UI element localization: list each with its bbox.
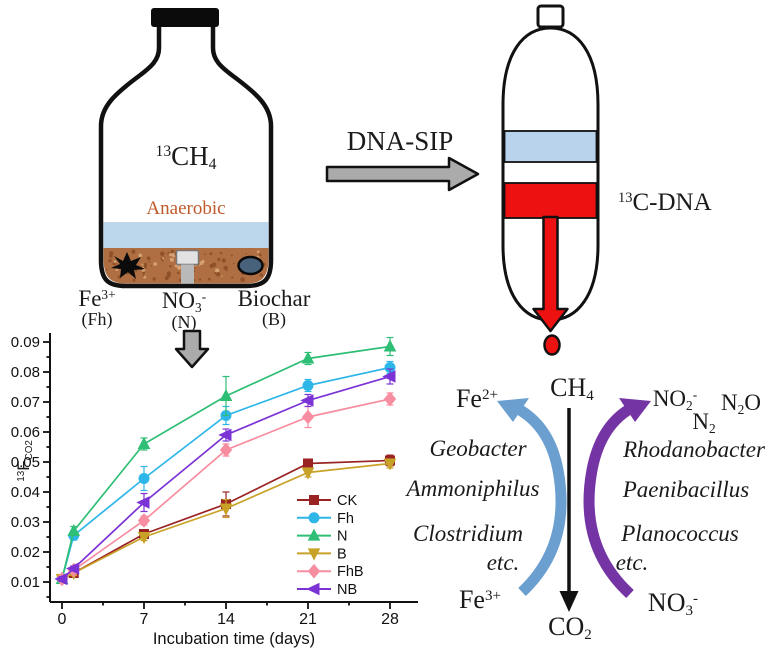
svg-text:0.08: 0.08 xyxy=(11,364,40,381)
legend-label-CK: CK xyxy=(337,493,357,509)
nitrate-stopper-stem xyxy=(181,264,194,284)
microbe-etc-right: etc. xyxy=(615,550,649,575)
svg-text:0.04: 0.04 xyxy=(11,484,40,501)
dna-sip-label: DNA-SIP xyxy=(346,126,454,156)
chart-legend: CK Fh NB FhB NB xyxy=(297,493,364,598)
chart-y-axis-title: 13FCO2 xyxy=(14,440,35,482)
microbe-planococcus: Planococcus xyxy=(621,521,739,546)
pathway-arrows xyxy=(497,398,651,612)
legend-label-Fh: Fh xyxy=(337,511,354,527)
bottle-outline xyxy=(98,27,274,289)
svg-text:0.01: 0.01 xyxy=(11,574,40,591)
microbe-etc-left: etc. xyxy=(486,550,520,575)
bottle-gas-label: 13CH4 xyxy=(155,141,217,174)
iron-reduction-arrow xyxy=(516,405,567,597)
chart-series-N xyxy=(55,336,397,584)
microbe-rhodanobacter: Rhodanobacter xyxy=(623,437,765,462)
down-arrow-icon xyxy=(174,329,210,369)
chart-tick-labels: 0.01 0.02 0.03 0.04 0.05 0.06 0.07 0.08 0.09 0 7 14… xyxy=(11,334,399,628)
bottle-cap xyxy=(151,8,219,27)
amendment-biochar-abbr: (B) xyxy=(262,309,286,329)
extraction-arrow-icon xyxy=(532,215,569,333)
amendment-fe-label: Fe3+ xyxy=(78,286,116,311)
nitrate-reduction-arrow xyxy=(583,405,634,599)
legend-label-FhB: FhB xyxy=(337,564,364,580)
svg-text:0.09: 0.09 xyxy=(11,334,40,351)
fe3-label: Fe3+ xyxy=(458,585,502,614)
tube-cap xyxy=(536,4,565,29)
methane-label: CH4 xyxy=(550,373,594,405)
nitrate-stopper-icon xyxy=(175,249,200,266)
amendment-biochar-label: Biochar xyxy=(237,286,311,311)
heavy-dna-band xyxy=(503,182,598,219)
legend-label-B: B xyxy=(337,546,347,562)
amendment-no3-abbr: (N) xyxy=(171,312,197,332)
svg-text:0.07: 0.07 xyxy=(11,394,40,411)
microbe-paenibacillus: Paenibacillus xyxy=(622,477,750,502)
svg-text:0: 0 xyxy=(58,611,67,628)
water-layer xyxy=(103,222,269,248)
centrifuge-tube xyxy=(501,4,600,356)
co2-label: CO2 xyxy=(548,612,592,644)
legend-label-N: N xyxy=(337,529,347,545)
fe2-label: Fe2+ xyxy=(455,384,499,413)
no2-label: NO2- xyxy=(652,386,698,413)
light-dna-band xyxy=(503,130,598,163)
microbe-geobacter: Geobacter xyxy=(429,436,527,461)
ferrihydrite-splat-icon xyxy=(111,252,145,279)
svg-text:21: 21 xyxy=(299,611,317,628)
iron-reduction-arrowhead xyxy=(497,398,529,422)
chart-series-NB xyxy=(54,368,396,586)
svg-text:0.06: 0.06 xyxy=(11,424,40,441)
n2o-label: N2O xyxy=(721,390,761,417)
microbe-clostridium: Clostridium xyxy=(413,521,523,546)
microbe-ammoniphilus: Ammoniphilus xyxy=(406,476,540,501)
svg-text:0.05: 0.05 xyxy=(11,454,40,471)
tube-outline xyxy=(501,26,600,322)
anaerobic-label: Anaerobic xyxy=(146,198,226,219)
svg-text:7: 7 xyxy=(140,611,149,628)
legend-label-NB: NB xyxy=(337,582,357,598)
chart-x-axis-title: Incubation time (days) xyxy=(153,630,315,648)
f13co2-chart: 0.01 0.02 0.03 0.04 0.05 0.06 0.07 0.08 0.09 0 7 14… xyxy=(11,333,418,648)
amendment-no3-label: NO3- xyxy=(161,288,207,315)
incubation-bottle xyxy=(98,8,274,289)
svg-text:14: 14 xyxy=(217,611,235,628)
dna-sip-arrow-icon xyxy=(325,156,480,192)
chart-axes xyxy=(49,333,418,603)
chart-ticks xyxy=(43,341,391,609)
n2-label: N2 xyxy=(692,409,716,436)
svg-text:0.02: 0.02 xyxy=(11,544,40,561)
biochar-particle-icon xyxy=(237,255,264,276)
dna-droplet-icon xyxy=(543,334,561,356)
c13-dna-label: 13C-DNA xyxy=(618,189,712,216)
svg-text:28: 28 xyxy=(381,611,399,628)
methane-oxidation-arrowhead xyxy=(559,591,579,612)
svg-text:0.03: 0.03 xyxy=(11,514,40,531)
nitrate-reduction-arrowhead xyxy=(619,398,651,422)
no3-label: NO3- xyxy=(647,588,699,620)
amendment-fe-abbr: (Fh) xyxy=(81,309,113,329)
